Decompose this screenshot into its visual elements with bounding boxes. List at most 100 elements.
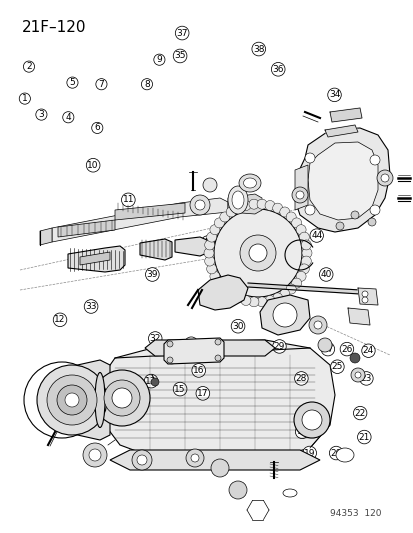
Text: 45: 45 — [321, 219, 333, 227]
Circle shape — [295, 225, 305, 235]
Polygon shape — [68, 246, 125, 272]
Circle shape — [132, 450, 152, 470]
Circle shape — [299, 264, 309, 274]
Circle shape — [83, 443, 107, 467]
Polygon shape — [52, 198, 228, 242]
Polygon shape — [145, 340, 274, 356]
Text: 36: 36 — [272, 65, 283, 74]
Circle shape — [137, 455, 147, 465]
Circle shape — [240, 295, 250, 305]
Circle shape — [104, 380, 140, 416]
Circle shape — [37, 365, 107, 435]
Circle shape — [256, 199, 266, 209]
Circle shape — [335, 222, 343, 230]
Circle shape — [361, 291, 367, 297]
Circle shape — [65, 393, 79, 407]
Circle shape — [272, 203, 282, 213]
Ellipse shape — [231, 191, 243, 209]
Circle shape — [279, 289, 289, 299]
Circle shape — [206, 264, 216, 274]
Circle shape — [301, 240, 311, 250]
Circle shape — [301, 256, 311, 266]
Text: 29: 29 — [273, 342, 285, 351]
Circle shape — [317, 338, 331, 352]
Text: 6: 6 — [94, 124, 100, 132]
Circle shape — [354, 372, 360, 378]
Text: 33: 33 — [85, 302, 97, 311]
Polygon shape — [294, 128, 389, 232]
Circle shape — [219, 212, 229, 222]
Polygon shape — [347, 308, 369, 325]
Circle shape — [369, 205, 379, 215]
Text: 18: 18 — [296, 427, 307, 436]
Text: 40: 40 — [320, 270, 331, 279]
Circle shape — [214, 278, 224, 288]
Text: 10: 10 — [87, 161, 99, 169]
Text: 7: 7 — [98, 80, 104, 88]
Text: 44: 44 — [310, 231, 322, 240]
Polygon shape — [357, 288, 377, 305]
Circle shape — [151, 378, 159, 386]
Circle shape — [304, 153, 314, 163]
Text: 19: 19 — [303, 449, 315, 457]
Text: 16: 16 — [192, 366, 204, 375]
Circle shape — [240, 235, 275, 271]
Circle shape — [112, 388, 132, 408]
Circle shape — [190, 195, 209, 215]
Text: 12: 12 — [54, 316, 66, 324]
Text: 34: 34 — [328, 91, 339, 99]
Polygon shape — [55, 360, 110, 440]
Polygon shape — [228, 194, 261, 214]
Text: 28: 28 — [295, 374, 306, 383]
Circle shape — [264, 295, 274, 305]
Text: 35: 35 — [174, 52, 185, 60]
Text: 46: 46 — [314, 192, 326, 200]
Text: 24: 24 — [362, 346, 373, 355]
Text: 11: 11 — [122, 196, 134, 204]
Circle shape — [350, 211, 358, 219]
Circle shape — [291, 278, 301, 288]
Circle shape — [240, 200, 250, 211]
Text: 26: 26 — [340, 345, 352, 353]
Text: 39: 39 — [146, 270, 158, 279]
Circle shape — [279, 207, 289, 217]
Text: 43: 43 — [254, 215, 265, 224]
Text: 5: 5 — [69, 78, 75, 87]
Circle shape — [94, 370, 150, 426]
Circle shape — [166, 357, 173, 363]
Circle shape — [89, 449, 101, 461]
Text: 8: 8 — [144, 80, 150, 88]
Text: 1: 1 — [22, 94, 28, 103]
Circle shape — [204, 240, 214, 250]
Circle shape — [350, 368, 364, 382]
Circle shape — [47, 375, 97, 425]
Circle shape — [272, 303, 296, 327]
Text: 13: 13 — [145, 377, 157, 385]
Polygon shape — [164, 338, 223, 364]
Polygon shape — [58, 220, 115, 237]
Circle shape — [285, 284, 295, 294]
Text: 3: 3 — [38, 110, 44, 119]
Circle shape — [219, 284, 229, 294]
Ellipse shape — [95, 373, 105, 427]
Circle shape — [264, 200, 274, 211]
Text: 22: 22 — [354, 409, 365, 417]
Polygon shape — [140, 239, 171, 260]
Circle shape — [233, 293, 243, 303]
Polygon shape — [175, 237, 206, 256]
Circle shape — [304, 205, 314, 215]
Circle shape — [367, 218, 375, 226]
Circle shape — [225, 289, 236, 299]
Polygon shape — [115, 203, 185, 220]
Text: 37: 37 — [176, 29, 188, 37]
Circle shape — [308, 316, 326, 334]
Polygon shape — [247, 283, 361, 294]
Circle shape — [204, 256, 214, 266]
Circle shape — [301, 248, 311, 258]
Text: 21F–120: 21F–120 — [22, 20, 86, 35]
Circle shape — [202, 178, 216, 192]
Polygon shape — [307, 142, 377, 220]
Circle shape — [248, 199, 258, 209]
Circle shape — [361, 297, 367, 303]
Ellipse shape — [282, 489, 296, 497]
